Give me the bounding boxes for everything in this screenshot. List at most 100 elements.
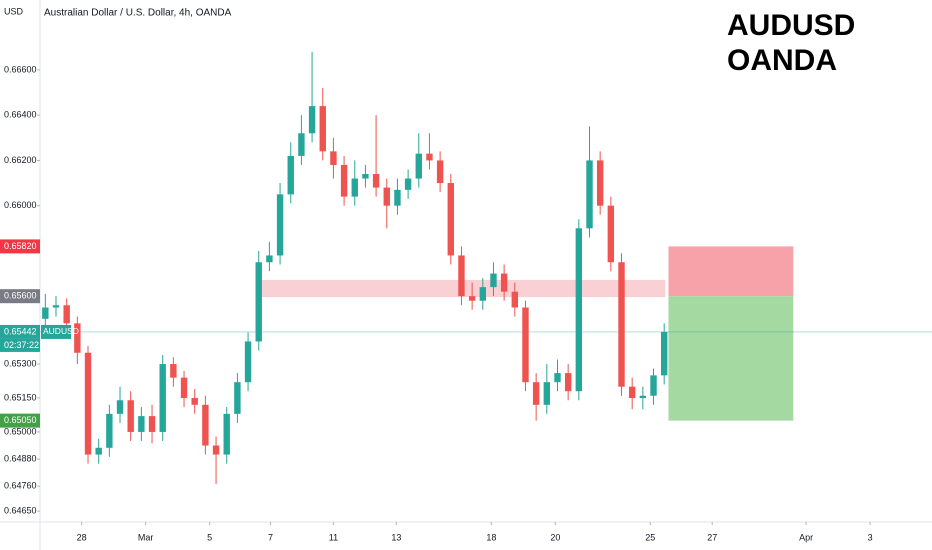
x-tick-label: 11	[329, 532, 338, 542]
y-tick-label: 0.64650	[4, 506, 37, 516]
candle-body	[340, 164, 348, 197]
y-tick-label: 0.65300	[4, 358, 37, 368]
candle-body	[458, 255, 465, 297]
countdown-badge	[0, 338, 40, 352]
candle-body	[180, 377, 188, 399]
candle-body	[426, 153, 433, 161]
candle-body	[479, 287, 486, 301]
x-tick-label: 25	[645, 532, 655, 542]
candle-body	[618, 262, 625, 387]
price-badge	[0, 289, 40, 304]
candle-body	[223, 413, 230, 455]
y-tick-label: 0.64760	[4, 481, 37, 491]
candle-body	[532, 382, 540, 405]
x-tick-label: 3	[868, 532, 873, 542]
candle-body	[234, 382, 241, 414]
x-tick-label: 28	[77, 532, 87, 542]
candle-body	[202, 404, 209, 446]
watermark: OANDA	[727, 44, 837, 77]
candle-body	[319, 106, 326, 152]
candle-body	[276, 194, 284, 256]
candle-body	[95, 447, 102, 455]
y-tick-label: 0.66400	[4, 110, 37, 120]
candle-body	[74, 323, 81, 353]
candle-body	[500, 273, 508, 292]
target-zone	[668, 296, 794, 421]
candle-body	[660, 331, 668, 376]
symbol-label: AUDUSD	[43, 326, 79, 336]
x-tick-label: 20	[550, 532, 560, 542]
y-tick-label: 0.66600	[4, 64, 37, 74]
stop-zone	[668, 246, 794, 297]
candle-body	[330, 151, 337, 165]
candle-body	[127, 400, 134, 432]
candle-body	[554, 373, 561, 383]
price-badge-label: 0.65442	[4, 326, 37, 336]
candle-body	[372, 174, 380, 188]
candle-body	[308, 106, 316, 134]
candle-body	[116, 400, 124, 414]
candle-body	[394, 189, 401, 206]
x-tick-label: 18	[486, 532, 496, 542]
candle-body	[351, 178, 358, 197]
candle-body	[191, 398, 198, 405]
candle-body	[543, 382, 551, 405]
candle-body	[639, 395, 647, 399]
x-tick-label: 13	[391, 532, 401, 542]
candle-body	[52, 305, 60, 308]
candle-body	[266, 255, 273, 263]
y-tick-label: 0.65150	[4, 392, 37, 402]
candle-body	[255, 262, 262, 342]
symbol-badge	[41, 324, 71, 339]
candle-body	[138, 416, 145, 432]
candle-body	[404, 178, 412, 190]
candle-body	[628, 386, 636, 399]
candle-body	[607, 205, 615, 263]
candle-body	[436, 160, 444, 184]
x-tick-label: Apr	[799, 532, 813, 542]
candle-body	[586, 160, 593, 229]
candle-body	[415, 153, 422, 179]
y-tick-label: 0.66200	[4, 155, 37, 165]
candle-body	[63, 305, 70, 324]
candle-body	[106, 413, 113, 448]
candle-body	[575, 228, 583, 392]
candle-body	[650, 375, 657, 396]
candle-body	[244, 341, 252, 383]
candle-body	[596, 160, 604, 206]
price-badge-label: 0.65820	[4, 241, 37, 251]
chart-title: Australian Dollar / U.S. Dollar, 4h, OAN…	[44, 8, 232, 19]
candle-body	[159, 364, 166, 432]
candle-body	[170, 364, 177, 378]
candle-body	[490, 273, 497, 288]
candle-body	[362, 174, 369, 179]
x-tick-label: 7	[268, 532, 273, 542]
candle-body	[511, 291, 519, 308]
price-badge-label: 0.65600	[4, 291, 37, 301]
candle-body	[564, 373, 572, 392]
watermark: AUDUSD	[727, 9, 855, 42]
candle-body	[212, 445, 220, 455]
candle-body	[522, 307, 529, 383]
y-tick-label: 0.64880	[4, 453, 37, 463]
countdown-label: 02:37:22	[4, 340, 39, 350]
x-tick-label: Mar	[138, 532, 154, 542]
price-badge	[0, 324, 40, 339]
price-badge	[0, 413, 40, 428]
x-tick-label: 5	[207, 532, 212, 542]
candle-body	[84, 352, 92, 455]
price-badge	[0, 239, 40, 254]
y-tick-label: 0.65000	[4, 426, 37, 436]
candle-body	[383, 187, 390, 206]
candle-body	[298, 133, 305, 156]
candle-body	[468, 296, 476, 301]
candle-body	[42, 307, 49, 319]
candle-body	[447, 183, 454, 256]
y-tick-label: 0.66000	[4, 200, 37, 210]
candle-body	[148, 416, 156, 432]
price-badge-label: 0.65050	[4, 415, 37, 425]
candle-body	[287, 155, 294, 195]
x-tick-label: 27	[707, 532, 717, 542]
currency-label: USD	[4, 6, 24, 16]
